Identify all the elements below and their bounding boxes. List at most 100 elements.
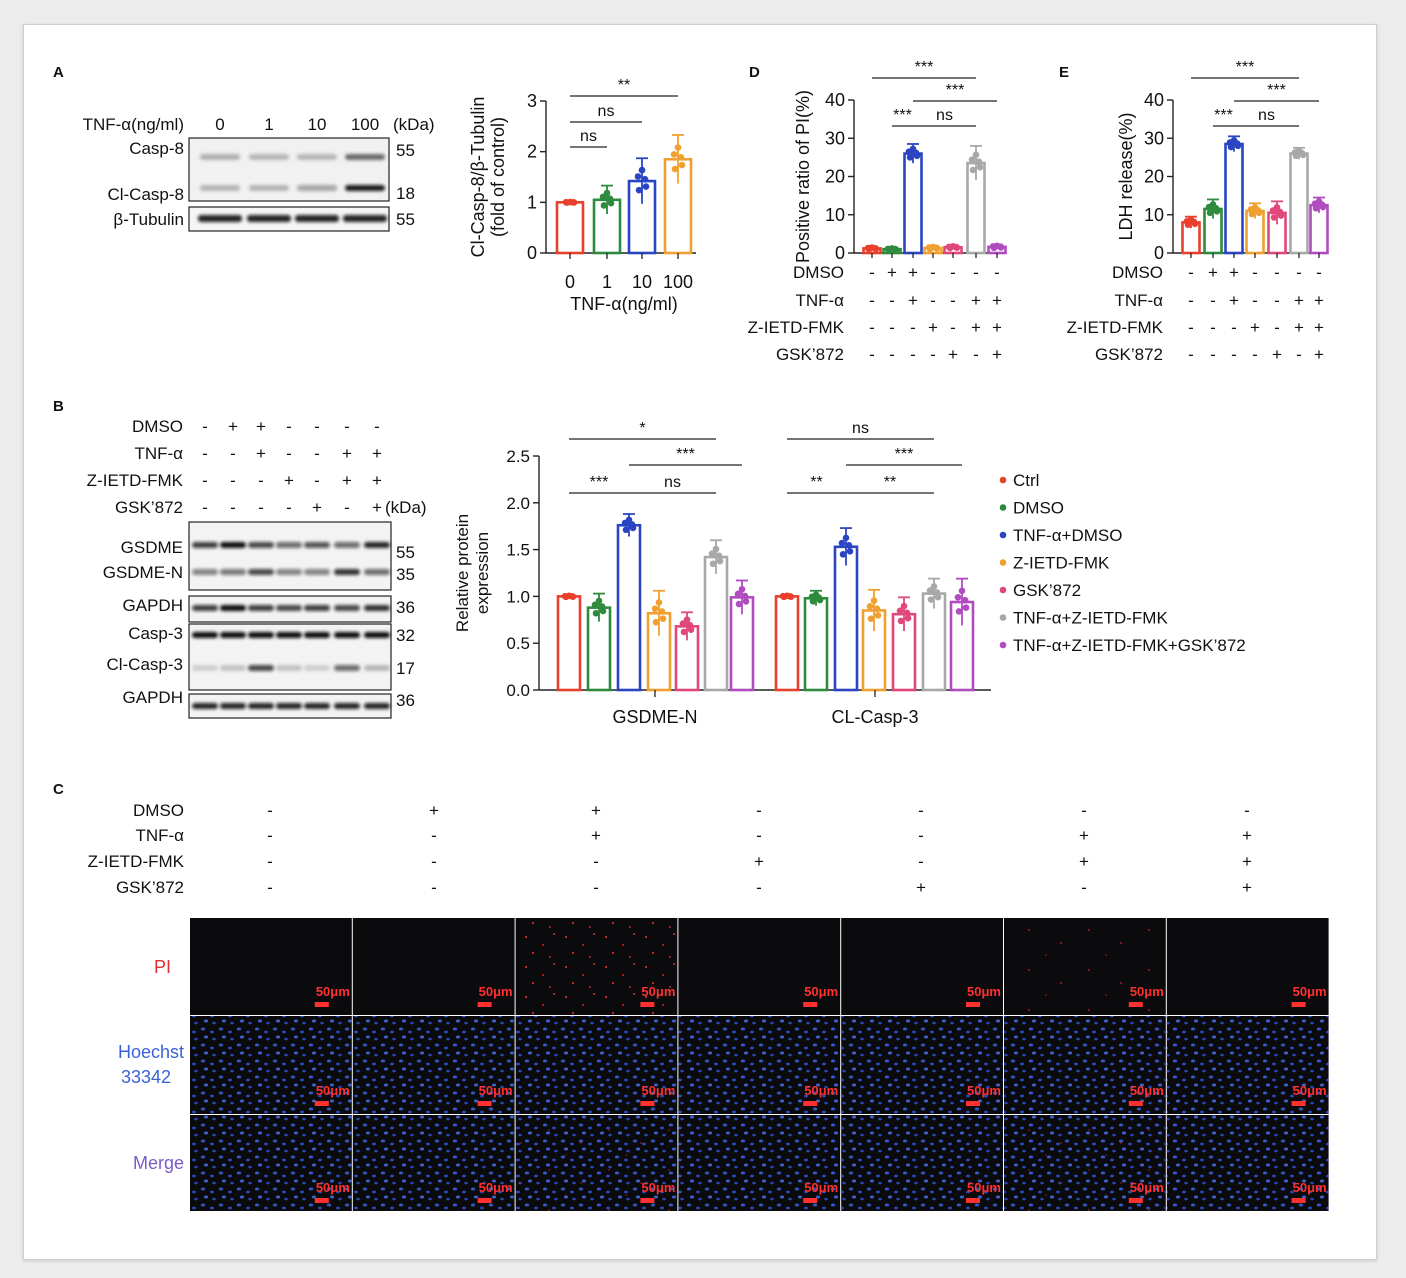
scale-bar bbox=[803, 1002, 818, 1007]
bar-Ctrl bbox=[556, 595, 582, 692]
scale-bar bbox=[1128, 1002, 1143, 1007]
treatment-sign: - bbox=[973, 263, 979, 282]
hoechst-signal bbox=[1166, 1016, 1329, 1114]
dose-label: 10 bbox=[308, 115, 327, 134]
band bbox=[334, 542, 360, 548]
kda-value: 18 bbox=[396, 184, 415, 203]
data-point bbox=[976, 163, 984, 171]
treatment-sign: - bbox=[756, 801, 762, 820]
treatment-sign: - bbox=[286, 498, 292, 517]
treatment-sign: + bbox=[591, 801, 601, 820]
data-point bbox=[815, 594, 823, 601]
treatment-sign: + bbox=[971, 318, 981, 337]
y-tick-label: 40 bbox=[1144, 90, 1164, 110]
treatment-sign: - bbox=[869, 291, 875, 310]
treatment-sign: - bbox=[973, 345, 979, 364]
blot-label: Casp-3 bbox=[128, 624, 183, 643]
band bbox=[304, 542, 330, 548]
scale-bar bbox=[966, 1002, 980, 1007]
scale-bar bbox=[1128, 1198, 1143, 1203]
treatment-sign: - bbox=[918, 852, 924, 871]
scale-bar-label: 50μm bbox=[479, 1083, 513, 1098]
scale-bar bbox=[314, 1002, 329, 1007]
band bbox=[334, 569, 360, 575]
treatment-sign: - bbox=[286, 417, 292, 436]
dose-label: 1 bbox=[264, 115, 273, 134]
data-point bbox=[891, 245, 899, 253]
data-point bbox=[712, 545, 720, 553]
data-point bbox=[972, 151, 980, 159]
treatment-sign: - bbox=[869, 263, 875, 282]
treatment-sign: - bbox=[202, 471, 208, 490]
microscopy-tile bbox=[352, 918, 515, 1015]
y-axis-label-2: (fold of control) bbox=[488, 117, 508, 237]
treatment-sign: - bbox=[1252, 345, 1258, 364]
data-point bbox=[809, 597, 817, 605]
data-point bbox=[683, 616, 691, 623]
y-axis-label: LDH release(%) bbox=[1116, 112, 1136, 240]
treatment-sign: - bbox=[258, 471, 264, 490]
treatment-sign: + bbox=[1294, 318, 1304, 337]
treatment-label: GSK’872 bbox=[1095, 345, 1163, 364]
data-point bbox=[927, 596, 935, 603]
scale-bar bbox=[477, 1002, 492, 1007]
treatment-sign: - bbox=[230, 498, 236, 517]
kda-value: 55 bbox=[396, 543, 415, 562]
significance-label: ns bbox=[936, 107, 953, 124]
treatment-sign: + bbox=[429, 801, 439, 820]
treatment-sign: + bbox=[1242, 826, 1252, 845]
band bbox=[295, 215, 339, 222]
x-tick-label: 100 bbox=[663, 272, 693, 292]
treatment-sign: - bbox=[756, 826, 762, 845]
treatment-sign: - bbox=[1231, 345, 1237, 364]
treatment-sign: + bbox=[992, 345, 1002, 364]
significance-label: *** bbox=[676, 446, 695, 463]
band bbox=[220, 665, 246, 671]
treatment-sign: + bbox=[1242, 878, 1252, 897]
band bbox=[192, 703, 218, 709]
treatment-sign: - bbox=[593, 878, 599, 897]
data-point bbox=[1298, 149, 1306, 157]
data-point bbox=[786, 593, 794, 600]
scale-bar-label: 50μm bbox=[316, 1180, 350, 1195]
data-point bbox=[658, 608, 666, 615]
treatment-sign: - bbox=[930, 291, 936, 310]
hoechst-signal bbox=[678, 1016, 841, 1114]
scale-bar bbox=[314, 1101, 329, 1106]
data-point bbox=[1206, 209, 1214, 217]
treatment-sign: - bbox=[344, 498, 350, 517]
treatment-sign: + bbox=[1314, 345, 1324, 364]
treatment-sign: + bbox=[908, 291, 918, 310]
blot-label: GAPDH bbox=[123, 596, 183, 615]
treatment-sign: + bbox=[312, 498, 322, 517]
scale-bar bbox=[966, 1198, 980, 1203]
scale-bar bbox=[1291, 1198, 1306, 1203]
treatment-sign: - bbox=[1274, 318, 1280, 337]
treatment-sign: - bbox=[314, 444, 320, 463]
treatment-sign: - bbox=[230, 471, 236, 490]
treatment-sign: - bbox=[910, 318, 916, 337]
band bbox=[364, 703, 390, 709]
data-point bbox=[670, 151, 678, 158]
kda-label: (kDa) bbox=[385, 498, 427, 517]
band bbox=[364, 665, 390, 671]
treatment-sign: - bbox=[1274, 291, 1280, 310]
blot-label: GAPDH bbox=[123, 688, 183, 707]
x-tick-label: 0 bbox=[565, 272, 575, 292]
data-point bbox=[906, 154, 914, 161]
data-point bbox=[990, 244, 998, 252]
blot-label: Cl-Casp-8 bbox=[107, 185, 184, 204]
data-point bbox=[599, 193, 607, 201]
band bbox=[297, 154, 337, 160]
scale-bar-label: 50μm bbox=[1293, 1180, 1327, 1195]
treatment-sign: - bbox=[994, 263, 1000, 282]
band bbox=[220, 703, 246, 709]
hoechst-signal bbox=[352, 1016, 515, 1114]
scale-bar bbox=[477, 1101, 492, 1106]
band bbox=[345, 154, 385, 160]
significance-label: *** bbox=[1236, 59, 1255, 76]
treatment-sign: - bbox=[344, 417, 350, 436]
x-tick-label: 10 bbox=[632, 272, 652, 292]
band bbox=[334, 605, 360, 611]
